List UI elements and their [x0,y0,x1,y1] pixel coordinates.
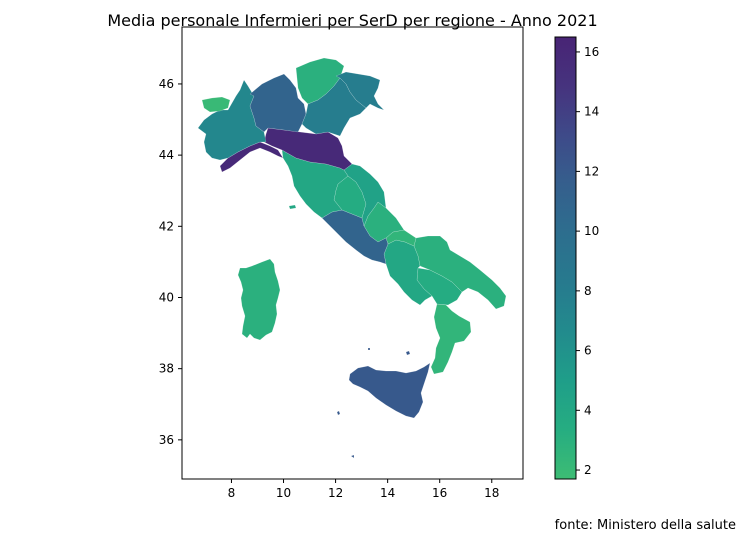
region-friuli [335,71,385,111]
map-axes-frame [181,26,524,480]
x-tick-label: 18 [484,486,499,500]
region-piemonte [197,79,267,161]
island-ustica [367,347,371,351]
x-tick-label: 16 [432,486,447,500]
x-tick-label: 14 [380,486,395,500]
colorbar [554,36,577,480]
region-marche [343,163,387,227]
island-eolie [405,350,411,356]
colorbar-tick-label: 4 [584,403,592,417]
colorbar-axis: 2 4 6 8 10 12 14 16 [576,45,599,477]
colorbar-tick-label: 16 [584,45,599,59]
y-tick-label: 42 [159,219,174,233]
x-tick-label: 8 [228,486,236,500]
chart-title: Media personale Infermieri per SerD per … [107,11,598,30]
source-note: fonte: Ministero della salute [554,518,736,533]
x-axis: 8 10 12 14 16 18 [228,479,499,500]
region-puglia [413,235,507,310]
region-sardegna [237,258,281,341]
colorbar-tick-label: 12 [584,164,599,178]
y-tick-label: 36 [159,433,174,447]
region-valle-daosta [201,96,231,113]
region-veneto [301,77,367,137]
island-pantelleria [336,410,341,416]
colorbar-tick-label: 14 [584,105,599,119]
map-regions [197,57,507,459]
x-tick-label: 12 [328,486,343,500]
y-tick-label: 38 [159,362,174,376]
colorbar-tick-label: 8 [584,284,592,298]
colorbar-tick-label: 10 [584,224,599,238]
colorbar-tick-label: 6 [584,344,592,358]
island-elba [288,204,297,210]
island-lampedusa [350,454,355,459]
y-axis: 36 38 40 42 44 46 [159,77,182,447]
colorbar-tick-label: 2 [584,463,592,477]
x-tick-label: 10 [276,486,291,500]
region-sicilia [348,362,431,419]
y-tick-label: 46 [159,77,174,91]
region-calabria [430,303,472,375]
region-lazio [321,209,389,265]
y-tick-label: 40 [159,290,174,304]
y-tick-label: 44 [159,148,174,162]
